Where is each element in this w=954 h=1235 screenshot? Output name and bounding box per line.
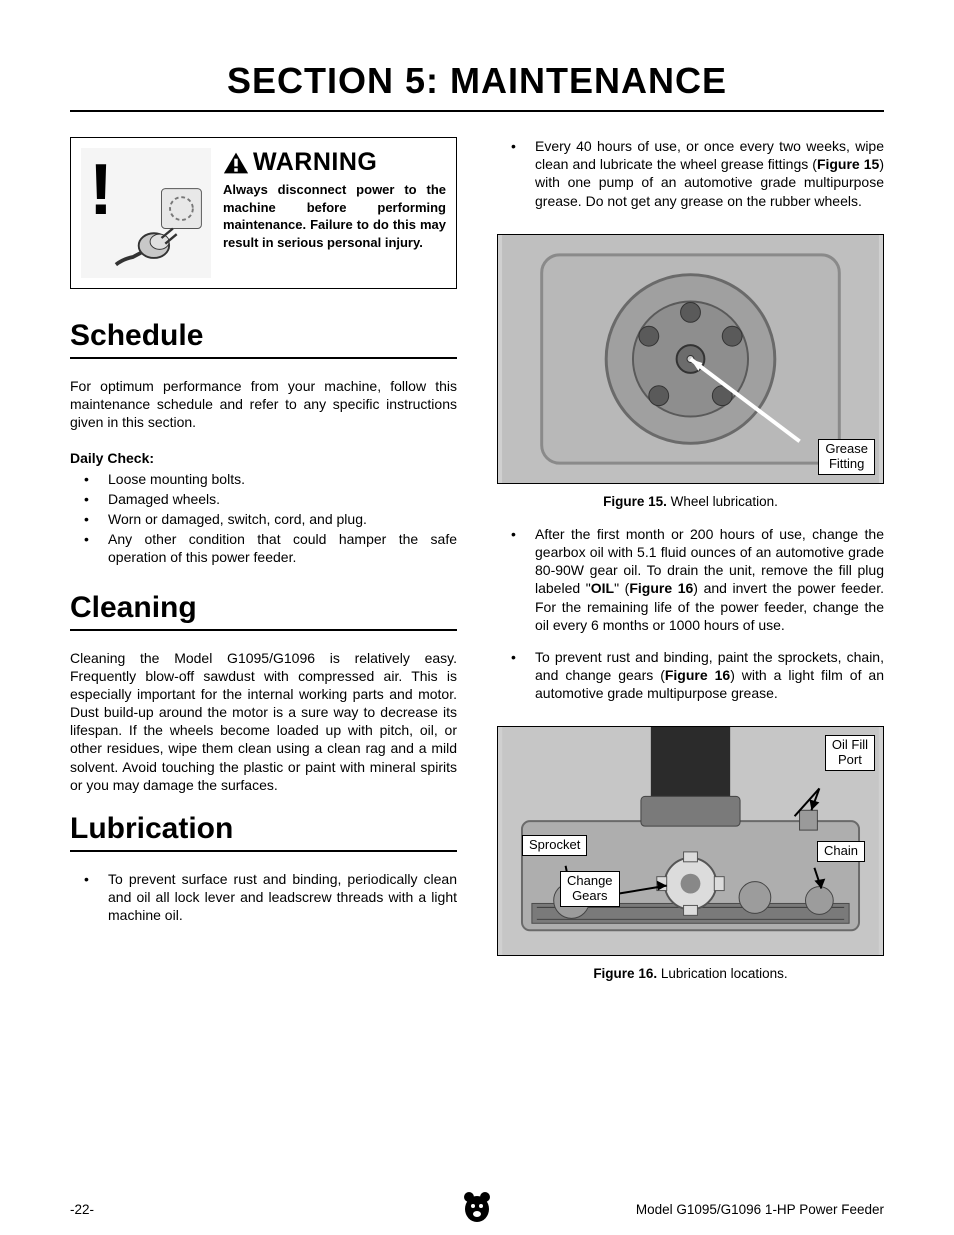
section-title: SECTION 5: MAINTENANCE <box>70 60 884 112</box>
lubrication-heading: Lubrication <box>70 812 457 852</box>
lubrication-left-list: To prevent surface rust and binding, per… <box>70 870 457 925</box>
cleaning-body: Cleaning the Model G1095/G1096 is relati… <box>70 649 457 795</box>
daily-check-label: Daily Check: <box>70 450 457 466</box>
list-item: To prevent rust and binding, paint the s… <box>497 648 884 703</box>
list-item: Any other condition that could hamper th… <box>70 530 457 566</box>
list-item: Loose mounting bolts. <box>70 470 457 488</box>
right-bullet-list-1: Every 40 hours of use, or once every two… <box>497 137 884 210</box>
warning-graphic: ! <box>81 148 211 278</box>
caption-bold: Figure 15. <box>603 494 667 509</box>
figure-16: Oil FillPort Sprocket Chain ChangeGears <box>497 726 884 956</box>
sprocket-callout: Sprocket <box>522 835 587 856</box>
change-gears-callout: ChangeGears <box>560 871 620 907</box>
warning-box: ! WARNING <box>70 137 457 289</box>
fig-ref: Figure 16 <box>629 580 693 596</box>
two-column-layout: ! WARNING <box>70 137 884 997</box>
figure-15-caption: Figure 15. Wheel lubrication. <box>497 494 884 509</box>
bear-logo-icon <box>462 1189 492 1223</box>
fig-ref: Figure 16 <box>665 667 730 683</box>
schedule-intro: For optimum performance from your machin… <box>70 377 457 432</box>
unplug-icon <box>114 181 209 276</box>
page-number: -22- <box>70 1202 94 1217</box>
warning-word: WARNING <box>253 148 377 177</box>
oil-fill-callout: Oil FillPort <box>825 735 875 771</box>
chain-callout: Chain <box>817 841 865 862</box>
caption-rest: Lubrication locations. <box>657 966 788 981</box>
caption-rest: Wheel lubrication. <box>667 494 778 509</box>
warning-body: Always disconnect power to the machine b… <box>223 181 446 251</box>
cleaning-heading: Cleaning <box>70 591 457 631</box>
footer-model: Model G1095/G1096 1-HP Power Feeder <box>636 1202 884 1217</box>
warning-triangle-icon <box>223 151 249 175</box>
figure-15: GreaseFitting <box>497 234 884 484</box>
right-bullet-list-2: After the first month or 200 hours of us… <box>497 525 884 703</box>
right-column: Every 40 hours of use, or once every two… <box>497 137 884 997</box>
list-item: Every 40 hours of use, or once every two… <box>497 137 884 210</box>
exclamation-icon: ! <box>89 154 113 226</box>
oil-label: OIL <box>591 580 614 596</box>
list-item: Worn or damaged, switch, cord, and plug. <box>70 510 457 528</box>
list-item: After the first month or 200 hours of us… <box>497 525 884 634</box>
daily-check-list: Loose mounting bolts. Damaged wheels. Wo… <box>70 470 457 567</box>
warning-text-block: WARNING Always disconnect power to the m… <box>223 148 446 278</box>
caption-bold: Figure 16. <box>593 966 657 981</box>
text: " ( <box>614 580 629 596</box>
schedule-heading: Schedule <box>70 319 457 359</box>
grease-fitting-callout: GreaseFitting <box>818 439 875 475</box>
fig-ref: Figure 15 <box>817 156 879 172</box>
figure-16-caption: Figure 16. Lubrication locations. <box>497 966 884 981</box>
list-item: Damaged wheels. <box>70 490 457 508</box>
left-column: ! WARNING <box>70 137 457 997</box>
list-item: To prevent surface rust and binding, per… <box>70 870 457 925</box>
